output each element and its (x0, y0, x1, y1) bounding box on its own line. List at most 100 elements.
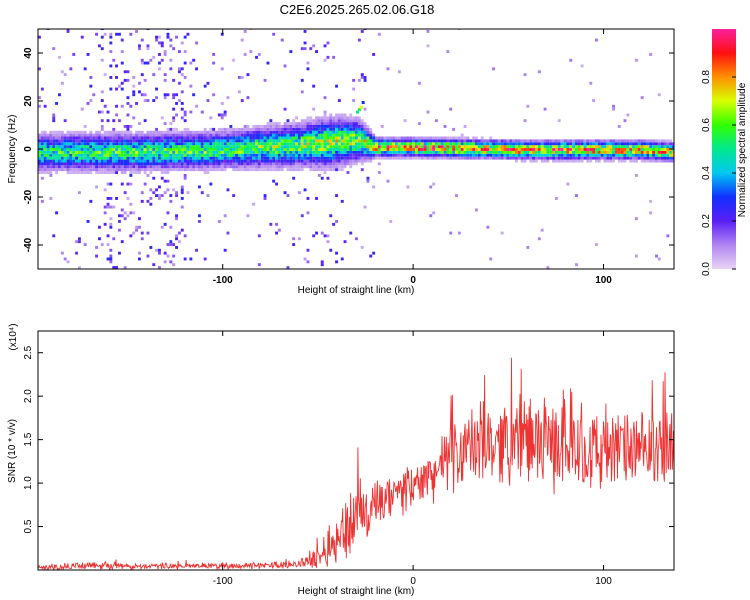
spectrogram-cell (397, 70, 401, 74)
spectrogram-cell (609, 153, 613, 157)
spectrogram-cell (58, 136, 61, 140)
spectrogram-cell (446, 148, 450, 151)
spectrogram-cell (315, 150, 318, 154)
spectrogram-cell (346, 148, 350, 151)
spectrogram-cell (309, 162, 313, 166)
spectrogram-cell (237, 90, 241, 94)
spectrogram-cell (649, 139, 653, 143)
spectrogram-cell (563, 156, 567, 160)
spectrogram-cell (300, 145, 304, 149)
spectrogram-cell (466, 153, 470, 157)
spectrogram-cell (295, 148, 298, 151)
chart-title: C2E6.2025.265.02.06.G18 (280, 2, 435, 17)
spectrogram-cell (375, 148, 378, 151)
spectrogram-cell (72, 148, 76, 151)
snr-plot-area (38, 331, 674, 570)
spectrogram-cell (417, 148, 421, 151)
spectrogram-cell (223, 153, 227, 157)
spectrogram-cell (363, 107, 367, 111)
spectrogram-cell (226, 165, 230, 169)
spectrogram-cell (443, 145, 447, 149)
spectrogram-cell (472, 153, 476, 157)
spectrogram-cell (575, 263, 578, 267)
spectrogram-cell (346, 116, 350, 120)
spectrogram-cell (275, 130, 278, 134)
spectrogram-cell (252, 165, 256, 169)
spectrogram-cell (280, 125, 284, 128)
spectrogram-cell (89, 156, 93, 160)
spectrogram-cell (129, 139, 133, 143)
spectrogram-cell (86, 133, 90, 137)
spectrogram-cell (577, 156, 581, 160)
spectrogram-cell (266, 159, 270, 163)
spectrogram-cell (469, 150, 473, 154)
spectrogram-cell (283, 125, 287, 128)
spectrogram-cell (138, 168, 141, 172)
spectrogram-cell (557, 153, 561, 157)
spectrogram-cell (175, 234, 178, 238)
spectrogram-cell (215, 133, 218, 137)
spectrogram-cell (303, 119, 307, 123)
spectrogram-cell (275, 125, 278, 128)
spectrogram-cell (597, 142, 601, 146)
spectrogram-cell (457, 136, 461, 140)
spectrogram-cell (543, 139, 547, 143)
spectrogram-cell (420, 153, 424, 157)
spectrogram-cell (563, 139, 567, 143)
spectrogram-cell (432, 153, 436, 157)
spectrogram-cell (163, 156, 167, 160)
spectrogram-cell (58, 145, 61, 149)
spectrogram-cell (109, 165, 113, 169)
spectrogram-cell (257, 159, 261, 163)
spectrogram-cell (437, 150, 441, 154)
spectrogram-cell (329, 148, 333, 151)
spectrogram-cell (283, 159, 287, 163)
spectrogram-cell (389, 153, 393, 157)
spectrogram-cell (512, 156, 515, 160)
spectrogram-cell (98, 110, 101, 114)
spectrogram-cell (277, 159, 281, 163)
spectrogram-cell (277, 127, 281, 131)
spectrogram-cell (655, 145, 658, 149)
spectrogram-cell (152, 133, 156, 137)
spectrogram-cell (546, 266, 550, 269)
spectrogram-cell (135, 102, 138, 105)
spectrogram-cell (229, 145, 233, 149)
spectrogram-cell (158, 162, 161, 166)
spectrogram-cell (292, 122, 296, 125)
spectrogram-cell (217, 130, 221, 134)
spectrogram-cell (138, 47, 141, 51)
spectrogram-cell (49, 145, 53, 149)
spectrogram-cell (400, 145, 404, 149)
colorbar-tick-label: 0.2 (701, 214, 712, 228)
spectrogram-cell (600, 142, 604, 146)
spectrogram-cell (132, 150, 136, 154)
colorbar-ticks: 0.00.20.40.60.8 (701, 70, 736, 276)
spectrogram-cell (260, 162, 264, 166)
spectrogram-cell (143, 156, 147, 160)
spectrogram-cell (38, 67, 41, 71)
spectrogram-cell (377, 153, 381, 157)
spectrogram-cell (166, 142, 170, 146)
spectrogram-cell (178, 139, 181, 143)
spectrogram-cell (369, 130, 373, 134)
spectrogram-cell (217, 162, 221, 166)
spectrogram-cell (363, 136, 367, 140)
spectrogram-cell (132, 168, 136, 172)
spectrogram-cell (120, 150, 124, 154)
spectrogram-cell (220, 148, 224, 151)
spectrogram-cell (172, 165, 176, 169)
spectrogram-cell (340, 139, 344, 143)
spectrogram-cell (543, 150, 547, 154)
spectrogram-cell (103, 133, 107, 137)
spectrogram-cell (606, 159, 610, 163)
spectrogram-cell (589, 148, 593, 151)
spectrogram-cell (129, 168, 133, 172)
spectrogram-cell (183, 133, 187, 137)
spectrogram-cell (217, 148, 221, 151)
spectrogram-cell (352, 116, 356, 120)
spectrogram-cell (129, 182, 133, 186)
spectrogram-cell (120, 50, 124, 53)
spectrogram-cell (269, 156, 273, 160)
spectrogram-cell (343, 119, 347, 123)
